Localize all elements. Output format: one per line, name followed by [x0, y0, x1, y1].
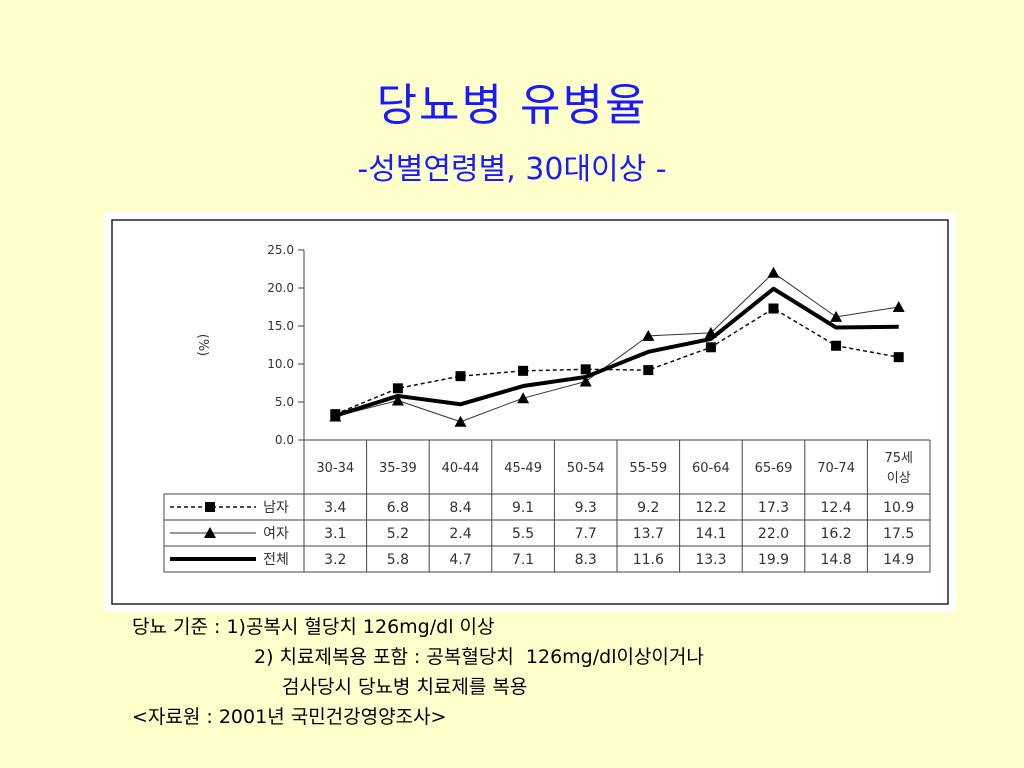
data-label: 13.3 — [695, 552, 726, 568]
data-label: 8.4 — [449, 500, 471, 516]
y-axis-label: (%) — [195, 334, 210, 357]
data-label: 2.4 — [449, 526, 471, 542]
data-point — [518, 365, 529, 376]
x-category-label: 60-64 — [692, 461, 730, 476]
data-label: 3.4 — [324, 500, 346, 516]
data-label: 9.3 — [575, 500, 597, 516]
note-criteria-line3: 검사당시 당뇨병 치료제를 복용 — [282, 676, 528, 698]
series-line-1 — [335, 272, 899, 423]
data-point — [768, 303, 779, 314]
series-line-2 — [334, 286, 899, 418]
data-label: 3.1 — [324, 526, 346, 542]
y-tick-label: 20.0 — [267, 281, 294, 295]
y-tick-label: 25.0 — [267, 243, 294, 257]
data-label: 3.2 — [324, 552, 346, 568]
data-label: 12.4 — [821, 500, 852, 516]
y-tick-label: 10.0 — [267, 357, 294, 371]
legend-marker — [205, 502, 215, 512]
data-point — [392, 383, 403, 394]
data-point — [455, 371, 466, 382]
data-label: 17.3 — [758, 500, 789, 516]
x-category-label: 30-34 — [316, 461, 354, 476]
x-category-label: 65-69 — [755, 461, 793, 476]
x-category-label: 75세 — [884, 451, 913, 466]
data-label: 7.1 — [512, 552, 534, 568]
note-source: <자료원 : 2001년 국민건강영양조사> — [132, 706, 447, 728]
data-point — [643, 365, 654, 376]
line-chart: 25.0 20.0 15.0 10.0 5.0 0.0 (%) 30-34 35-39 40-44… — [111, 219, 949, 605]
data-point — [705, 342, 716, 353]
slide-subtitle: -성별연령별, 30대이상 - — [357, 152, 667, 187]
x-category-label: 70-74 — [817, 461, 855, 476]
data-point — [830, 310, 843, 322]
data-label: 14.9 — [883, 552, 914, 568]
data-point — [893, 352, 904, 363]
data-point — [454, 415, 467, 427]
data-label: 16.2 — [821, 526, 852, 542]
data-point — [391, 394, 404, 406]
data-label: 17.5 — [883, 526, 914, 542]
legend-label: 남자 — [263, 500, 289, 516]
data-point — [580, 364, 591, 375]
data-label: 14.1 — [695, 526, 726, 542]
legend-label: 전체 — [263, 552, 289, 568]
data-label: 4.7 — [449, 552, 471, 568]
data-label: 6.8 — [387, 500, 409, 516]
y-tick-label: 15.0 — [267, 319, 294, 333]
data-label: 12.2 — [695, 500, 726, 516]
x-category-label: 35-39 — [379, 461, 417, 476]
note-criteria-line1: 당뇨 기준 : 1)공복시 혈당치 126mg/dl 이상 — [132, 616, 495, 638]
chart-area: 25.0 20.0 15.0 10.0 5.0 0.0 (%) 30-34 35-39 40-44… — [104, 212, 956, 612]
data-point — [642, 329, 655, 341]
data-label: 9.2 — [637, 500, 659, 516]
chart-notes: 당뇨 기준 : 1)공복시 혈당치 126mg/dl 이상 2) 치료제복용 포… — [132, 612, 992, 732]
series-line-0 — [335, 307, 899, 415]
data-label: 5.5 — [512, 526, 534, 542]
chart-frame — [111, 219, 949, 605]
x-category-label: 50-54 — [567, 461, 605, 476]
x-category-label: 45-49 — [504, 461, 542, 476]
data-label: 13.7 — [633, 526, 664, 542]
data-label: 11.6 — [633, 552, 664, 568]
data-label: 7.7 — [575, 526, 597, 542]
data-label: 5.8 — [387, 552, 409, 568]
data-label: 8.3 — [575, 552, 597, 568]
data-point — [329, 410, 342, 422]
y-tick-label: 5.0 — [275, 395, 294, 409]
x-category-label: 40-44 — [442, 461, 480, 476]
data-label: 19.9 — [758, 552, 789, 568]
data-label: 10.9 — [883, 500, 914, 516]
data-point — [892, 301, 905, 312]
data-label: 22.0 — [758, 526, 789, 542]
data-label: 9.1 — [512, 500, 534, 516]
x-category-label: 55-59 — [629, 461, 667, 476]
legend-marker — [204, 527, 216, 538]
data-point — [579, 375, 592, 387]
data-label: 5.2 — [387, 526, 409, 542]
y-tick-label: 0.0 — [275, 433, 294, 447]
slide-title: 당뇨병 유병율 — [376, 80, 648, 131]
legend-label: 여자 — [263, 526, 289, 542]
x-category-label: 이상 — [887, 471, 911, 486]
data-point — [517, 392, 530, 404]
data-label: 14.8 — [821, 552, 852, 568]
data-point — [831, 340, 842, 351]
note-criteria-line2: 2) 치료제복용 포함 : 공복혈당치 126mg/dl이상이거나 — [254, 646, 704, 668]
data-point — [767, 266, 780, 278]
